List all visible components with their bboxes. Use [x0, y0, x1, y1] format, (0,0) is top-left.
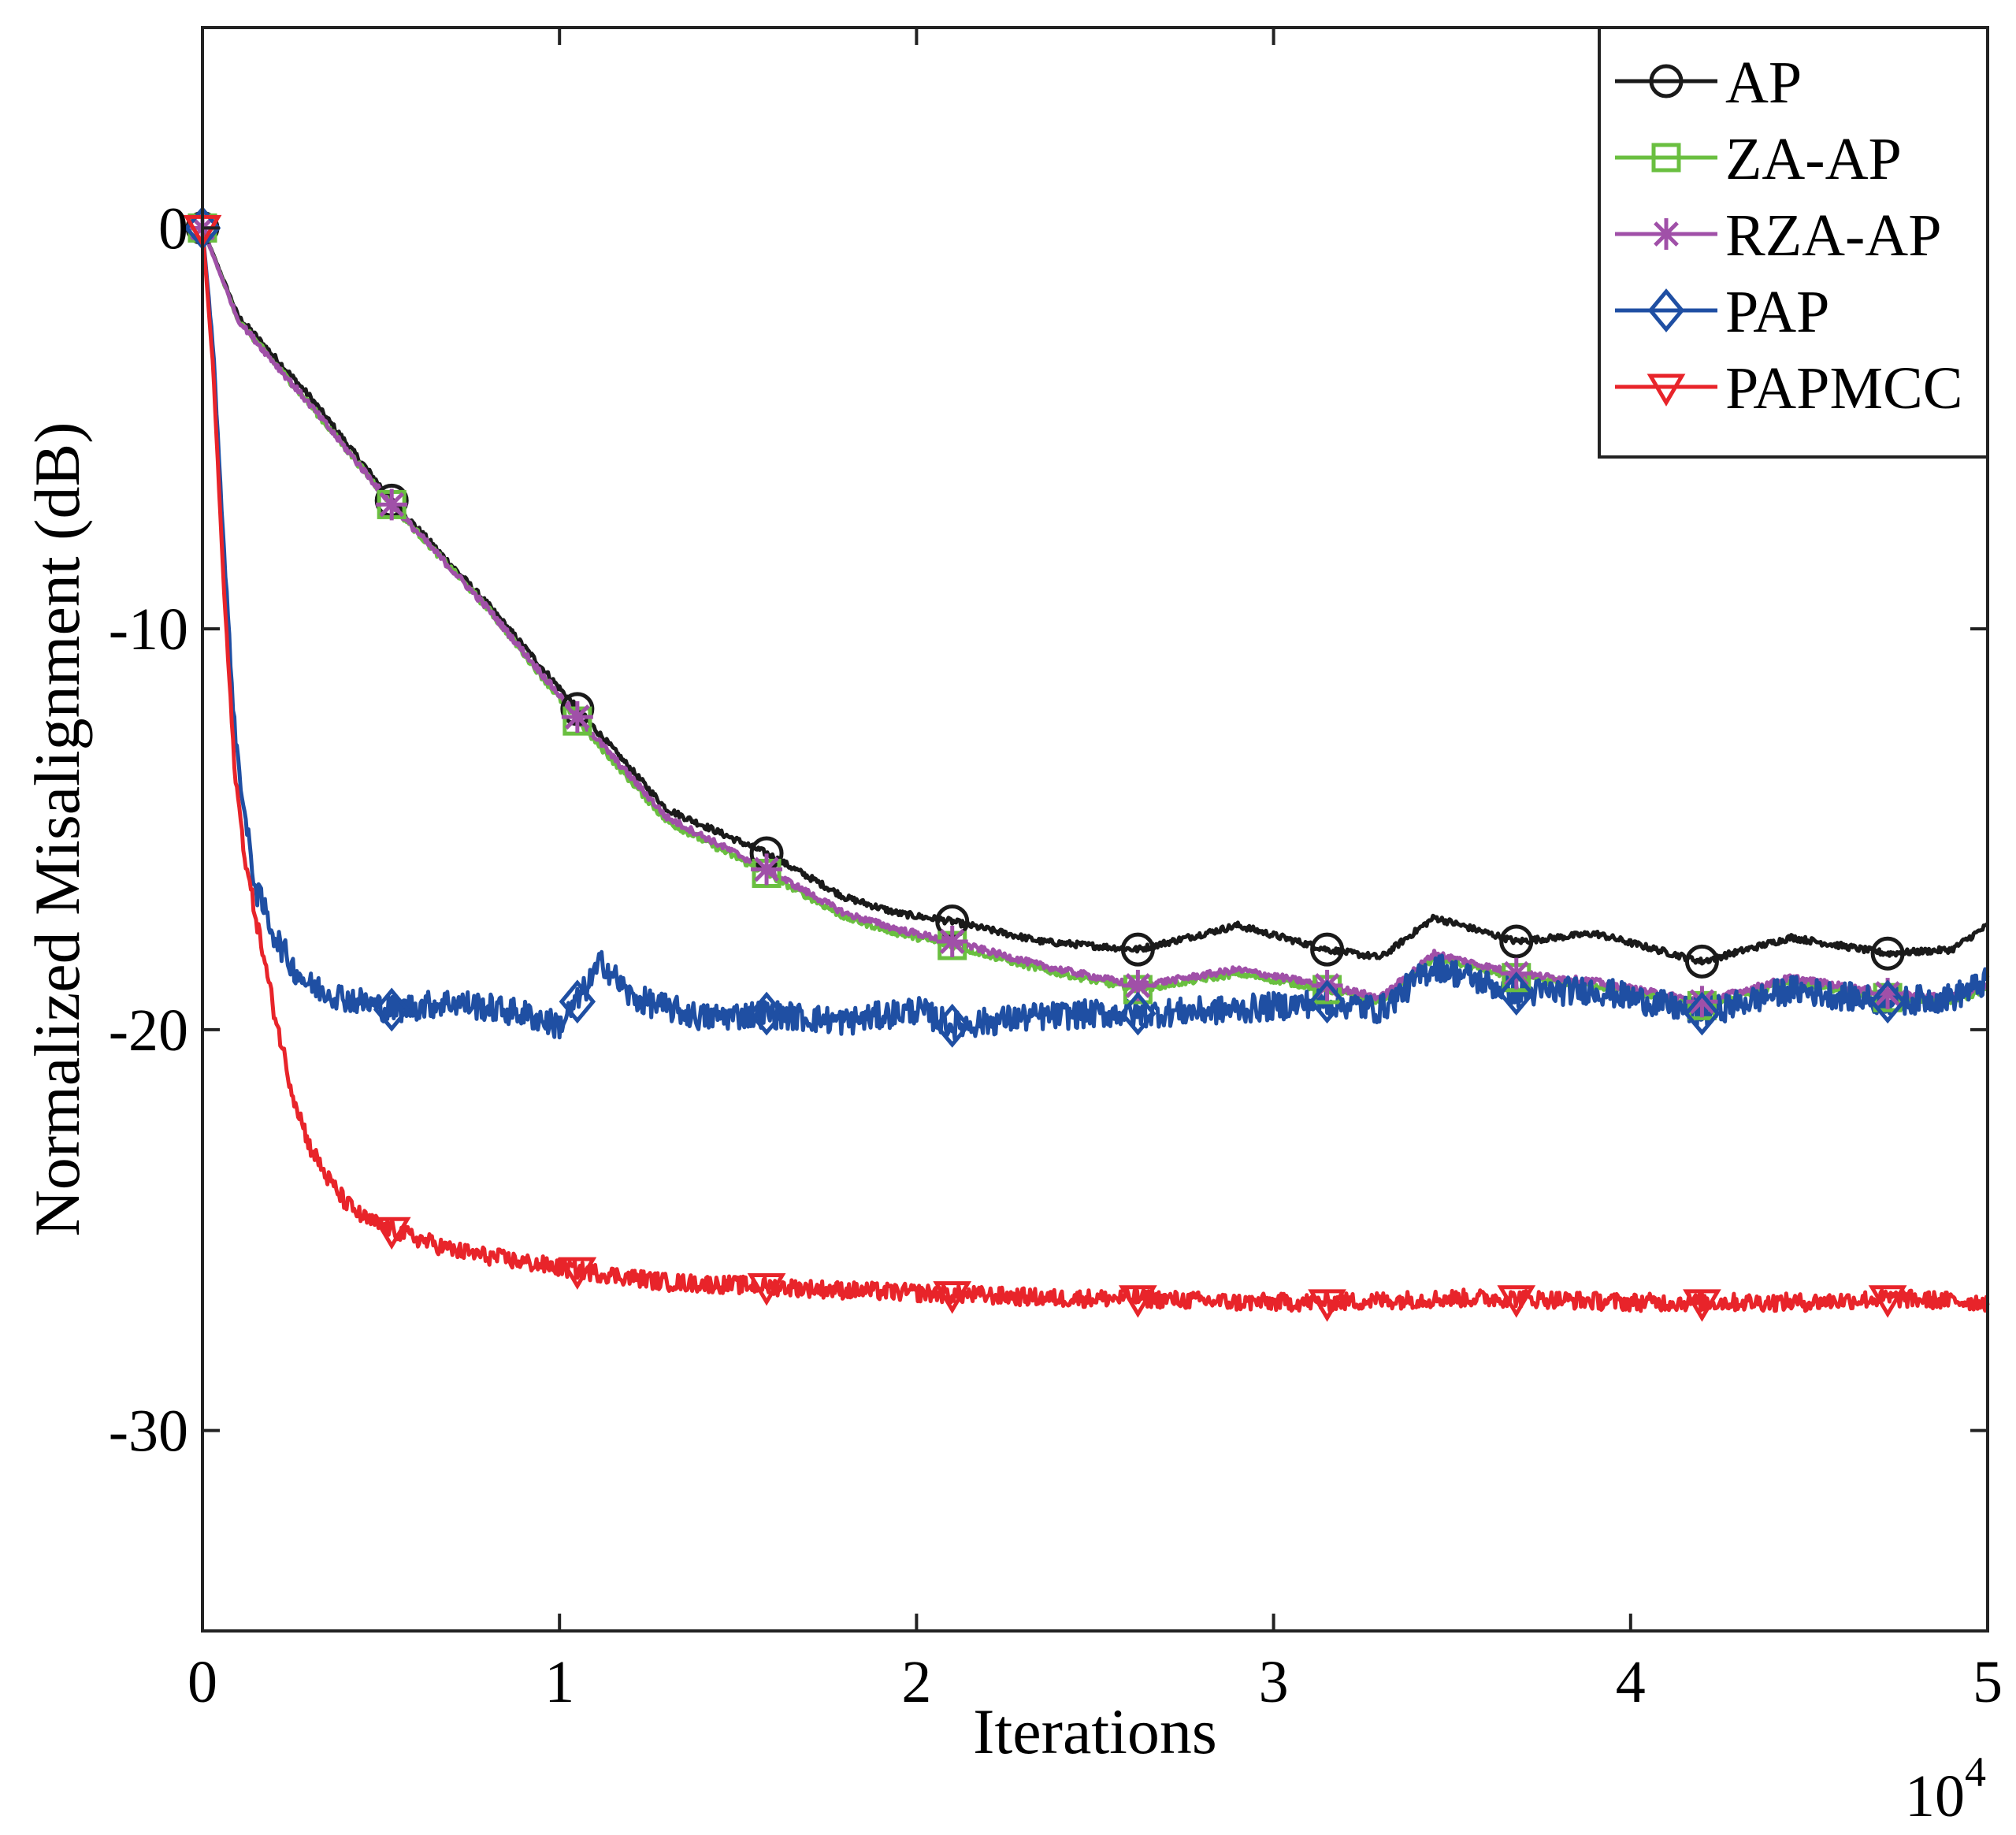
series-marker-ap	[1120, 932, 1155, 967]
legend-item-pap: PAP	[1615, 279, 1829, 345]
legend-item-za-ap: ZA-AP	[1615, 126, 1902, 192]
series-marker-pap	[1498, 971, 1535, 1016]
legend-label-papmcc: PAPMCC	[1725, 355, 1962, 422]
y-axis-label: Normalized Misalignment (dB)	[21, 422, 93, 1237]
legend-label-za-ap: ZA-AP	[1725, 126, 1902, 192]
series-marker-pap	[1309, 979, 1346, 1024]
series-marker-ap	[1499, 924, 1534, 959]
series-marker-ap	[1684, 944, 1719, 979]
x-tick-label: 2	[901, 1649, 931, 1715]
legend: AP ZA-AP RZA-AP PAP PAPMCC	[1598, 26, 1989, 459]
series-marker-rza-ap	[936, 925, 968, 957]
series-marker-papmcc	[933, 1281, 972, 1314]
series-marker-pap	[1869, 979, 1906, 1024]
series-marker-ap	[1870, 936, 1905, 971]
y-tick-label: -30	[109, 1399, 188, 1465]
x-tick-label: 5	[1973, 1649, 2003, 1715]
legend-item-rza-ap: RZA-AP	[1615, 202, 1941, 269]
series-marker-pap	[559, 979, 596, 1024]
series-marker-pap	[934, 1003, 971, 1048]
series-marker-papmcc	[1497, 1285, 1536, 1318]
plot-area-frame	[201, 26, 1989, 1633]
series-marker-pap	[373, 987, 410, 1032]
x-axis-multiplier-base: 10	[1905, 1763, 1965, 1829]
series-marker-pap	[1684, 991, 1721, 1036]
legend-marker-pap	[1647, 288, 1685, 332]
series-marker-rza-ap	[376, 488, 408, 521]
x-axis-label: Iterations	[973, 1696, 1217, 1767]
x-tick-label: 3	[1259, 1649, 1289, 1715]
x-tick-label: 4	[1616, 1649, 1646, 1715]
x-tick-label: 1	[544, 1649, 574, 1715]
y-tick-label: 0	[158, 195, 188, 262]
series-marker-papmcc	[558, 1257, 597, 1291]
x-tick-label: 0	[187, 1649, 217, 1715]
y-tick-label: -10	[109, 596, 188, 663]
legend-marker-rza-ap	[1650, 218, 1682, 250]
legend-item-ap: AP	[1615, 50, 1802, 116]
series-marker-papmcc	[372, 1217, 411, 1250]
y-tick-label: -20	[109, 997, 188, 1064]
series-marker-papmcc	[1868, 1285, 1907, 1318]
tick-layer: 0 1 2 3 4 5 -30 -20 -10 0	[109, 28, 2003, 1715]
marker-layer	[183, 206, 1907, 1322]
series-marker-papmcc	[747, 1272, 786, 1306]
series-line-ap	[200, 227, 1989, 966]
series-marker-rza-ap	[1686, 986, 1718, 1018]
x-axis-multiplier: 104	[1905, 1748, 1986, 1829]
legend-label-pap: PAP	[1725, 279, 1829, 345]
x-axis-multiplier-exponent: 4	[1965, 1748, 1986, 1796]
series-marker-pap	[1119, 991, 1157, 1036]
legend-marker-ap	[1649, 64, 1684, 98]
legend-marker-papmcc	[1647, 373, 1686, 407]
series-marker-papmcc	[1308, 1289, 1346, 1322]
series-marker-rza-ap	[561, 701, 593, 734]
series-marker-papmcc	[1683, 1289, 1721, 1322]
legend-item-papmcc: PAPMCC	[1615, 355, 1962, 422]
legend-label-rza-ap: RZA-AP	[1725, 202, 1941, 269]
series-marker-ap	[1310, 932, 1345, 967]
series-marker-rza-ap	[751, 853, 783, 886]
series-marker-pap	[748, 991, 785, 1036]
legend-marker-za-ap	[1651, 143, 1681, 173]
series-marker-papmcc	[1119, 1285, 1157, 1318]
legend-label-ap: AP	[1725, 50, 1802, 116]
